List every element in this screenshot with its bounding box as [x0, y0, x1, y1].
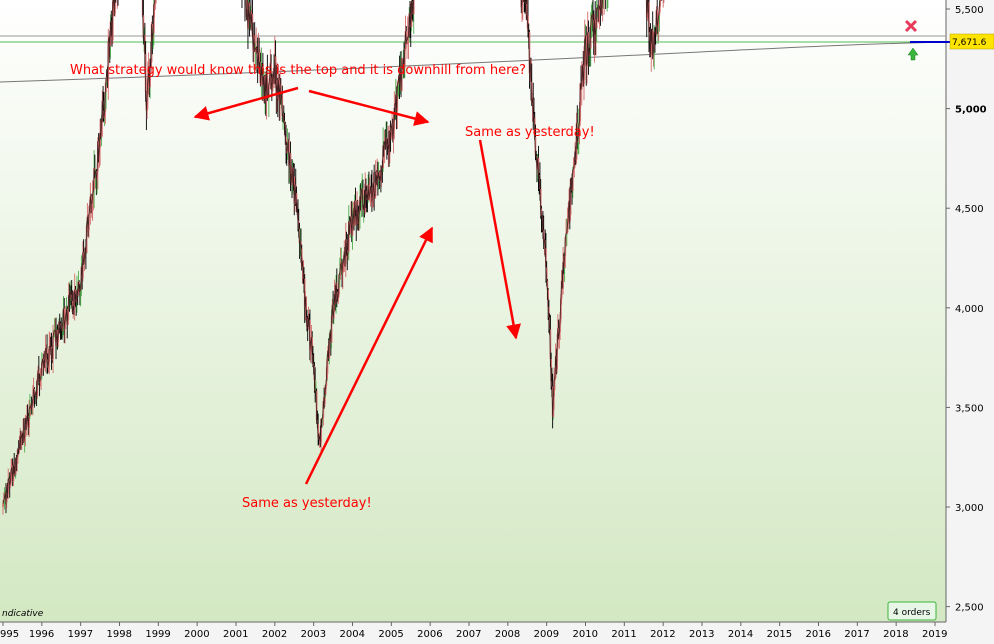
arrow-up-icon — [907, 47, 919, 61]
y-tick-label: 5,000 — [955, 105, 987, 116]
x-tick-label: 1999 — [145, 629, 170, 640]
candle-body — [2, 503, 4, 507]
x-tick-label: 2012 — [650, 629, 675, 640]
close-icon — [904, 19, 918, 33]
y-tick-label: 3,000 — [955, 503, 984, 514]
candle-body — [601, 0, 604, 9]
arrow-to-2007-top — [308, 89, 430, 126]
y-tick-label: 4,500 — [955, 204, 984, 215]
x-tick-label: 2003 — [301, 629, 326, 640]
arrow-to-2009-bottom — [478, 139, 521, 340]
x-tick-label: 2014 — [728, 629, 753, 640]
x-axis-panel — [0, 622, 994, 644]
x-tick-label: 2006 — [417, 629, 442, 640]
orders-badge-label[interactable]: 4 orders — [893, 608, 931, 618]
arrow-to-2000-top — [193, 86, 299, 121]
candle-body — [114, 0, 116, 14]
x-tick-label: 1998 — [107, 629, 132, 640]
x-tick-label: 1997 — [68, 629, 93, 640]
y-tick-label: 3,500 — [955, 403, 984, 414]
footer-indicative: ndicative — [2, 609, 44, 619]
x-tick-label: 2019 — [922, 629, 947, 640]
current-price-label: 7,671.6 — [952, 38, 987, 48]
moving-average-line — [0, 41, 947, 83]
annotation-top-question: What strategy would know this is the top… — [70, 63, 526, 78]
x-tick-label: 2016 — [806, 629, 831, 640]
x-tick-label: 2002 — [262, 629, 287, 640]
candle-body — [659, 0, 661, 7]
orders-badge[interactable] — [887, 601, 937, 621]
x-tick-label: 2009 — [534, 629, 559, 640]
x-tick-label: 2005 — [378, 629, 403, 640]
x-tick-label: 2011 — [611, 629, 636, 640]
y-tick-label: 5,500 — [955, 5, 984, 16]
x-tick-label: 2013 — [689, 629, 714, 640]
x-tick-label: 2000 — [184, 629, 209, 640]
candle-body — [521, 0, 524, 3]
candle-body — [154, 0, 157, 4]
x-tick-label: 2007 — [456, 629, 481, 640]
x-tick-label: 2001 — [223, 629, 248, 640]
x-tick-label: 2018 — [883, 629, 908, 640]
x-tick-label: 2010 — [573, 629, 598, 640]
arrow-to-2007-rise — [304, 226, 434, 485]
y-tick-label: 2,500 — [955, 603, 984, 614]
x-tick-label: 2015 — [767, 629, 792, 640]
x-tick-label: 2004 — [340, 629, 365, 640]
annotation-same-as-yesterday-1: Same as yesterday! — [465, 125, 595, 140]
x-tick-label: 995 — [0, 629, 19, 640]
candle-body — [412, 0, 415, 15]
current-price-label-bg — [949, 33, 994, 50]
y-tick-label: 4,000 — [955, 304, 984, 315]
candle-body — [646, 0, 649, 19]
y-axis-panel — [946, 0, 994, 622]
x-tick-label: 2008 — [495, 629, 520, 640]
plot-area — [0, 0, 946, 622]
x-tick-label: 1996 — [29, 629, 54, 640]
x-tick-label: 2017 — [844, 629, 869, 640]
annotation-same-as-yesterday-2: Same as yesterday! — [242, 496, 372, 511]
